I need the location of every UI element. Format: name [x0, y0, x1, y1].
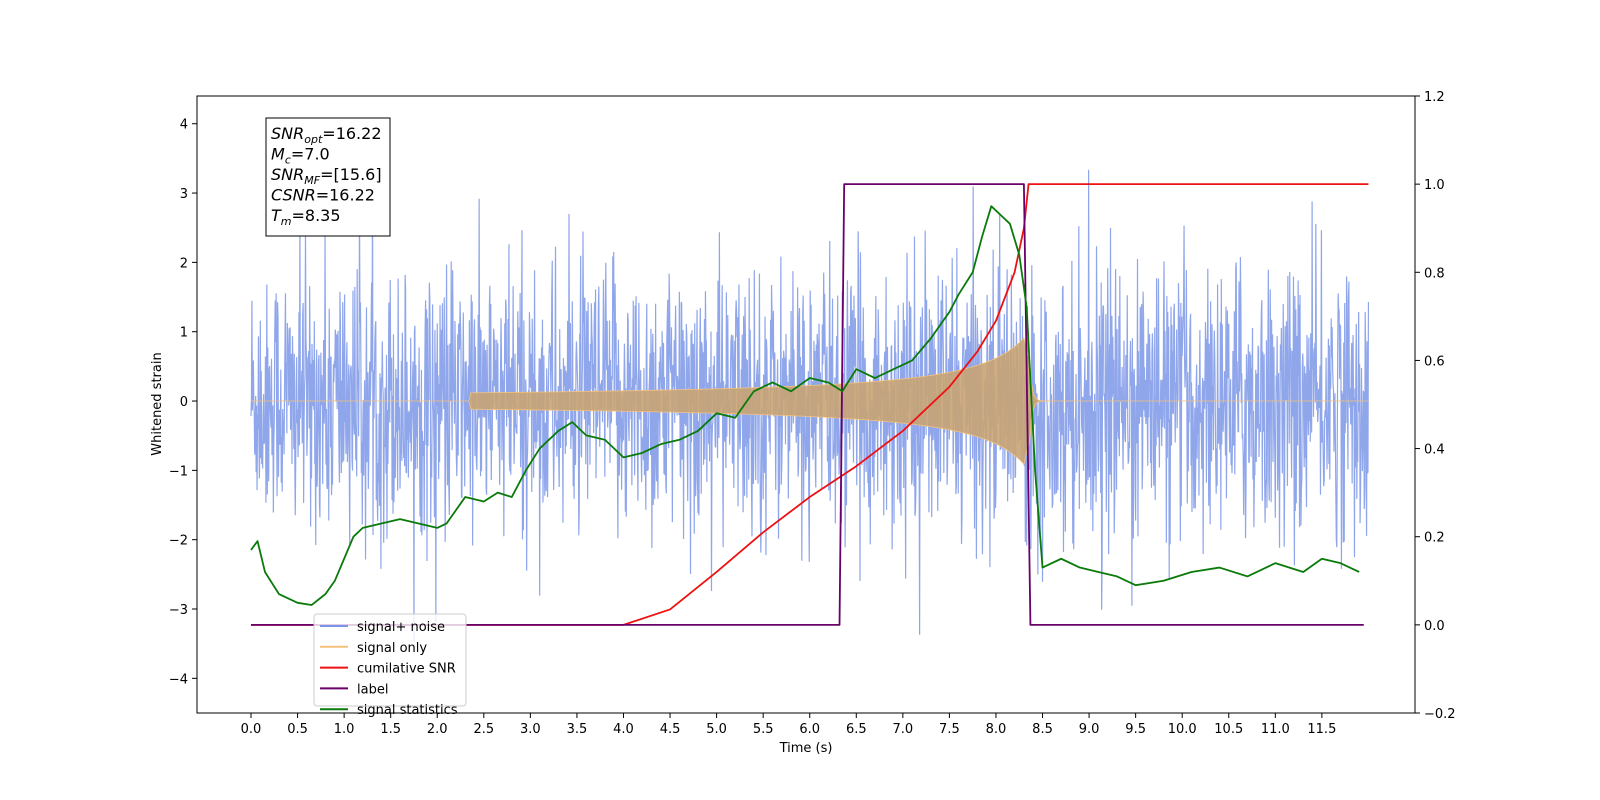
- y-tick-label: −2: [169, 534, 188, 549]
- info-subscript: MF: [304, 174, 320, 187]
- info-symbol: T: [271, 206, 282, 225]
- x-tick-label: 9.5: [1125, 722, 1146, 737]
- y-axis-label: Whitened strain: [150, 352, 165, 455]
- x-tick-label: 2.0: [427, 722, 448, 737]
- x-tick-label: 10.5: [1214, 722, 1243, 737]
- x-tick-label: 1.0: [334, 722, 355, 737]
- y-tick-label: −1: [169, 464, 188, 479]
- info-value: =16.22: [316, 186, 375, 205]
- series-signal-only-band: [251, 336, 1369, 466]
- info-value: =16.22: [322, 124, 381, 143]
- series-signal-noise-line: [250, 168, 1370, 642]
- legend-frame: [313, 613, 467, 707]
- y2-tick-label: 0.8: [1424, 266, 1445, 281]
- info-symbol: CSNR: [271, 186, 316, 205]
- x-tick-label: 5.5: [753, 722, 774, 737]
- info-value: =7.0: [291, 145, 330, 164]
- y-tick-label: 0: [180, 395, 188, 410]
- x-tick-label: 8.0: [986, 722, 1007, 737]
- y2-tick-label: 0.2: [1424, 531, 1445, 546]
- x-tick-label: 9.0: [1079, 722, 1100, 737]
- y2-tick-label: −0.2: [1424, 707, 1456, 722]
- info-box-line: Mc=7.0: [271, 145, 330, 167]
- x-axis-label: Time (s): [779, 741, 833, 756]
- x-tick-label: 11.5: [1307, 722, 1336, 737]
- info-symbol: SNR: [271, 165, 304, 184]
- y2-tick-label: 1.2: [1424, 90, 1445, 105]
- info-subscript: c: [285, 154, 291, 167]
- series-label-line: [251, 183, 1364, 626]
- x-tick-label: 11.0: [1261, 722, 1290, 737]
- info-subscript: m: [281, 215, 292, 228]
- info-box-frame: [265, 117, 391, 237]
- y-tick-label: 4: [180, 118, 188, 133]
- y-tick-label: −4: [169, 672, 188, 687]
- info-box-line: CSNR=16.22: [271, 186, 375, 205]
- x-tick-label: 4.5: [660, 722, 681, 737]
- y-axis-left: −4 −3 −2 −1 0 1 2 3 4: [169, 118, 197, 687]
- x-tick-label: 0.5: [287, 722, 308, 737]
- series-layer: [250, 168, 1370, 642]
- x-tick-label: 7.5: [939, 722, 960, 737]
- y2-tick-label: 0.4: [1424, 443, 1445, 458]
- legend-label: label: [357, 682, 388, 697]
- y-tick-label: 3: [180, 187, 188, 202]
- x-tick-label: 6.5: [846, 722, 867, 737]
- x-tick-label: 6.0: [799, 722, 820, 737]
- x-tick-label: 3.0: [520, 722, 541, 737]
- legend-label: signal only: [357, 641, 427, 656]
- info-box-line: SNRMF=[15.6]: [271, 165, 382, 187]
- info-value: =[15.6]: [320, 165, 382, 184]
- x-tick-label: 0.0: [241, 722, 262, 737]
- y-tick-label: 1: [180, 326, 188, 341]
- x-tick-label: 4.0: [613, 722, 634, 737]
- y2-tick-label: 0.6: [1424, 354, 1445, 369]
- info-box-line: Tm=8.35: [271, 206, 341, 228]
- info-symbol: SNR: [271, 124, 304, 143]
- legend-label: signal statistics: [357, 703, 458, 718]
- info-box: SNRopt=16.22Mc=7.0SNRMF=[15.6]CSNR=16.22…: [265, 117, 391, 237]
- x-tick-label: 5.0: [706, 722, 727, 737]
- y2-tick-label: 1.0: [1424, 178, 1445, 193]
- x-tick-label: 3.5: [567, 722, 588, 737]
- y-tick-label: 2: [180, 256, 188, 271]
- series-signal-statistics-line: [250, 205, 1360, 606]
- legend: signal+ noise signal only cumilative SNR la…: [313, 613, 467, 718]
- x-tick-label: 10.0: [1168, 722, 1197, 737]
- y-tick-label: −3: [169, 603, 188, 618]
- y2-tick-label: 0.0: [1424, 619, 1445, 634]
- x-axis: 0.0 0.5 1.0 1.5 2.0 2.5 3.0 3.5 4.0 4.5 5.0 5.5 6.0 6…: [241, 713, 1336, 737]
- y-axis-right: −0.2 0.0 0.2 0.4 0.6 0.8 1.0 1.2: [1415, 90, 1456, 722]
- x-tick-label: 1.5: [380, 722, 401, 737]
- info-subscript: opt: [304, 133, 323, 146]
- plot-frame: [196, 95, 1416, 714]
- legend-label: cumilative SNR: [357, 662, 456, 677]
- series-cumilative-snr-line: [251, 183, 1369, 626]
- x-tick-label: 8.5: [1032, 722, 1053, 737]
- legend-label: signal+ noise: [357, 620, 445, 635]
- info-box-line: SNRopt=16.22: [271, 124, 382, 146]
- x-tick-label: 7.0: [893, 722, 914, 737]
- x-tick-label: 2.5: [473, 722, 494, 737]
- info-symbol: M: [271, 145, 285, 164]
- info-value: =8.35: [292, 206, 341, 225]
